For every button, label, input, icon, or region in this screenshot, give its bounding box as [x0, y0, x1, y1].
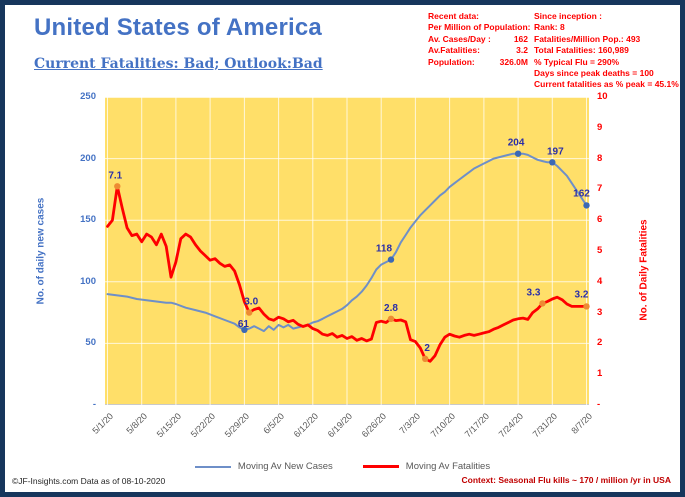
copyright-note: ©JF-Insights.com Data as of 08-10-2020: [12, 476, 166, 486]
stats-row: Current fatalities as % peak = 45.1%: [534, 79, 679, 90]
legend-label: Moving Av New Cases: [237, 461, 333, 472]
legend-label: Moving Av Fatalities: [405, 461, 491, 472]
context-note: Context: Seasonal Flu kills ~ 170 / mill…: [461, 475, 672, 485]
stats-row: Population: 326.0M: [428, 57, 528, 68]
data-label: 162: [573, 188, 590, 199]
stats-row: Recent data:: [428, 11, 528, 22]
stats-row: Av. Cases/Day : 162: [428, 34, 528, 45]
y-axis-tick-right: 9: [597, 121, 603, 133]
stats-value: 162: [513, 33, 528, 44]
data-point-marker: [387, 256, 395, 263]
series-line-right: [106, 184, 588, 363]
y-axis-tick-right: 5: [597, 245, 603, 256]
page-subtitle: Current Fatalities: Bad; Outlook:Bad: [34, 56, 323, 72]
data-label: 118: [376, 244, 393, 255]
data-point-marker: [114, 183, 121, 190]
y-axis-tick-right: 6: [597, 214, 603, 226]
legend-item-new-cases: Moving Av New Cases: [194, 461, 333, 472]
data-point-marker: [422, 355, 429, 362]
y-axis-tick-left: 250: [80, 91, 96, 102]
y-axis-tick-left: 50: [85, 337, 96, 349]
y-axis-tick-right: 7: [597, 183, 603, 195]
data-label: 204: [508, 138, 525, 149]
stats-row: Rank: 8: [534, 22, 565, 33]
chart-legend: Moving Av New Cases Moving Av Fatalities: [0, 461, 685, 472]
data-point-marker: [583, 202, 590, 209]
y-axis-tick-left: 200: [80, 152, 96, 164]
legend-line-sample-red: [362, 465, 399, 468]
data-point-marker: [583, 303, 590, 310]
y-axis-title-right: No. of Daily Fatalities: [638, 219, 650, 321]
line-chart: 7.1 3.0 61 118 2.8 2 204 197 162 3.3 3.2: [105, 97, 590, 405]
stats-value: 326.0M: [499, 56, 528, 67]
stats-row: % Typical Flu = 290%: [534, 56, 620, 67]
data-label: 61: [238, 319, 250, 330]
data-point-marker: [549, 159, 556, 166]
data-label: 2.8: [384, 303, 398, 314]
y-axis-title-left: No. of daily new cases: [35, 197, 47, 305]
y-axis-tick-right: 3: [597, 306, 603, 318]
page-title: United States of America: [34, 14, 322, 41]
recent-data-panel: Recent data: Per Million of Population: …: [428, 11, 531, 68]
stats-row: Total Fatalities: 160,989: [534, 45, 629, 56]
data-label: 7.1: [108, 170, 122, 181]
data-label: 2: [424, 343, 430, 354]
stats-row: Fatalities/Million Pop.: 493: [534, 33, 641, 44]
y-axis-tick-right: -: [597, 399, 601, 410]
stats-row: Per Million of Population:: [428, 22, 531, 33]
data-label: 3.2: [575, 289, 589, 300]
chart-plot-area: 7.1 3.0 61 118 2.8 2 204 197 162 3.3 3.2: [105, 97, 590, 405]
y-axis-tick-right: 2: [597, 337, 603, 349]
stats-label: Recent data:: [428, 11, 480, 21]
since-inception-panel: Since inception : Rank: 8 Fatalities/Mil…: [534, 11, 684, 91]
y-axis-tick-left: -: [92, 399, 96, 410]
y-axis-tick-left: 100: [80, 275, 96, 287]
stats-label: Av.Fatalities:: [428, 45, 480, 56]
data-point-marker: [514, 150, 522, 157]
y-axis-tick-right: 8: [597, 152, 603, 164]
data-point-marker: [387, 315, 395, 322]
stats-row: Av.Fatalities: 3.2: [428, 45, 528, 56]
stats-label: Population:: [428, 56, 475, 67]
legend-line-sample-blue: [194, 465, 231, 468]
data-point-marker: [241, 326, 248, 333]
y-axis-tick-right: 4: [597, 275, 603, 287]
stats-label: Av. Cases/Day :: [428, 33, 491, 44]
legend-item-fatalities: Moving Av Fatalities: [362, 461, 491, 472]
stats-row: Days since peak deaths = 100: [534, 67, 654, 78]
stats-label: Per Million of Population:: [428, 22, 531, 33]
data-point-marker: [246, 309, 253, 316]
stats-value: 3.2: [516, 45, 528, 56]
data-label: 3.0: [244, 297, 258, 308]
data-label: 3.3: [527, 287, 541, 298]
stats-row: Since inception :: [534, 11, 603, 21]
data-point-marker: [539, 300, 546, 307]
y-axis-tick-right: 10: [597, 91, 608, 102]
data-label: 197: [547, 146, 564, 157]
y-axis-tick-left: 150: [80, 214, 96, 226]
y-axis-tick-right: 1: [597, 368, 603, 380]
